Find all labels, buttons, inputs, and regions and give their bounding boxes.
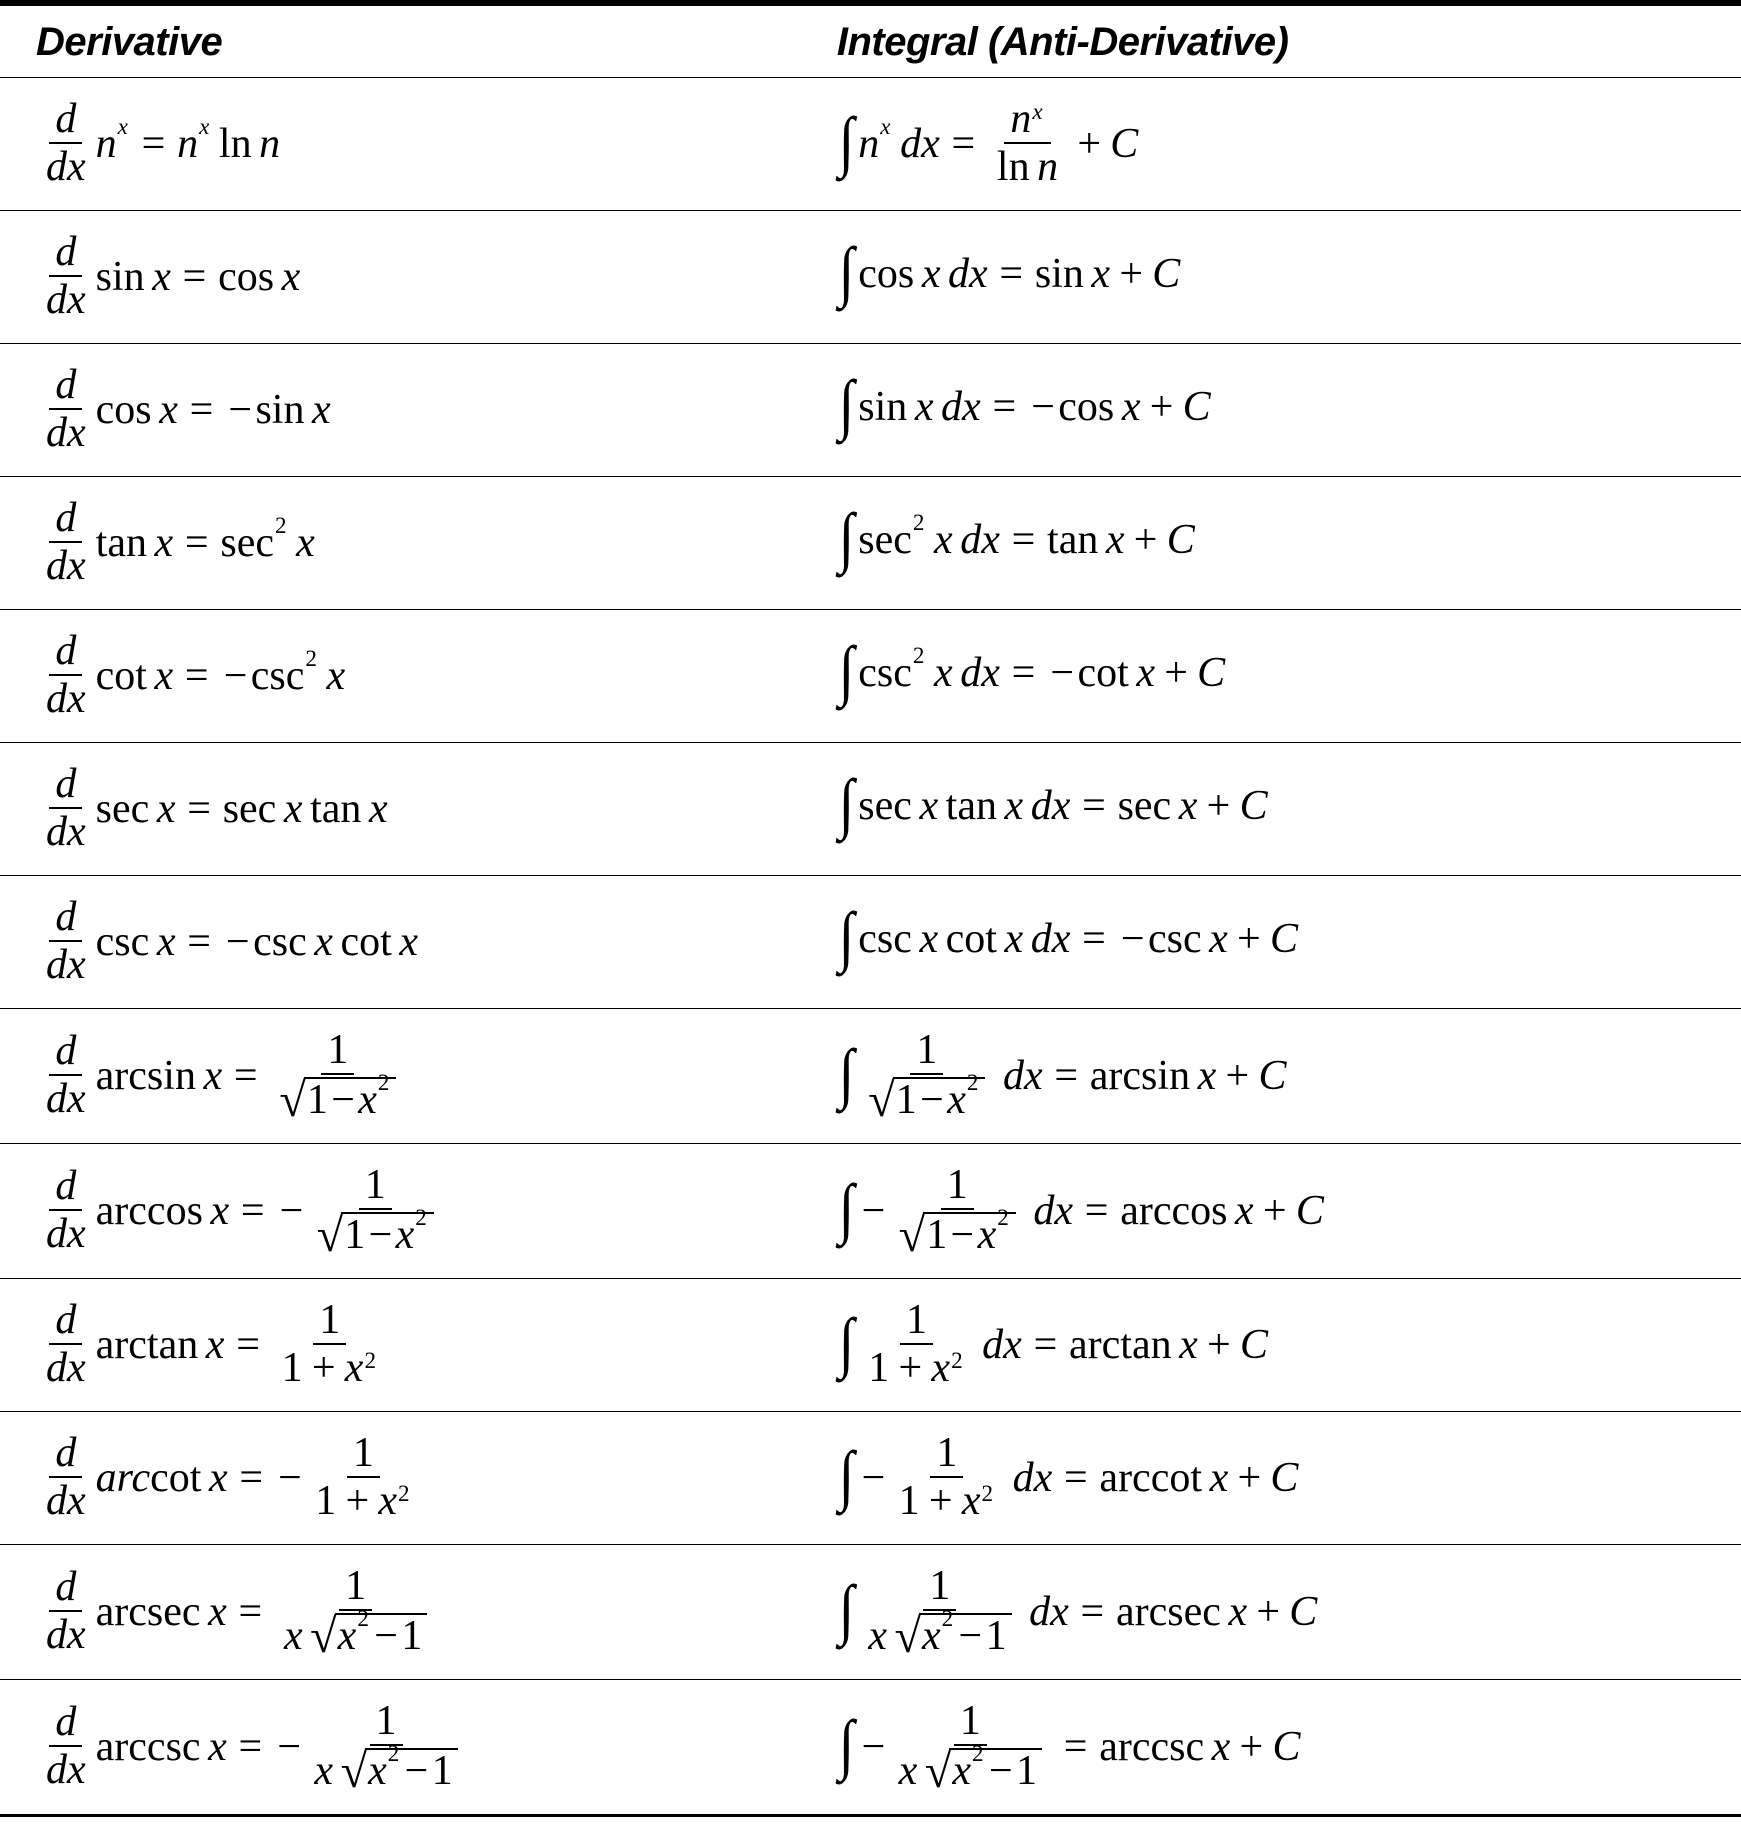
integral-cell: ∫ − 1 1+x2 dx = arccotx +C [801, 1412, 1741, 1545]
col-header-integral: Integral (Anti-Derivative) [801, 3, 1741, 78]
integral-cell: ∫ sinxdx = −cosx +C [801, 344, 1741, 477]
integral-cell: ∫ 1 1+x2 dx = arctanx +C [801, 1279, 1741, 1412]
table-row: ddx nx = nxlnn ∫ nxdx = nxlnn +C [0, 78, 1741, 211]
calculus-reference-table: Derivative Integral (Anti-Derivative) dd… [0, 0, 1741, 1817]
derivative-cell: ddx cotx = −csc2x [0, 610, 801, 743]
derivative-cell: ddx arcsecx = 1 x√x2−1 [0, 1545, 801, 1680]
derivative-cell: ddx arccscx = − 1 x√x2−1 [0, 1680, 801, 1816]
integral-cell: ∫ cosxdx = sinx +C [801, 211, 1741, 344]
derivative-cell: ddx tanx = sec2x [0, 477, 801, 610]
table-header-row: Derivative Integral (Anti-Derivative) [0, 3, 1741, 78]
derivative-cell: ddx cscx = −cscxcotx [0, 876, 801, 1009]
table-row: ddx arcsecx = 1 x√x2−1 ∫ 1 x√x2−1 dx [0, 1545, 1741, 1680]
derivative-cell: ddx nx = nxlnn [0, 78, 801, 211]
derivative-cell: ddx arccotx = − 1 1+x2 [0, 1412, 801, 1545]
integral-cell: ∫ − 1 x√x2−1 = arccscx +C [801, 1680, 1741, 1816]
table-row: ddx arctanx = 1 1+x2 ∫ 1 1+x2 dx [0, 1279, 1741, 1412]
derivative-cell: ddx arctanx = 1 1+x2 [0, 1279, 801, 1412]
table-row: ddx arccotx = − 1 1+x2 ∫ − 1 1+x2 [0, 1412, 1741, 1545]
integral-cell: ∫ − 1 √1−x2 dx = arccosx +C [801, 1144, 1741, 1279]
integral-cell: ∫ secxtanxdx = secx +C [801, 743, 1741, 876]
derivative-cell: ddx arcsinx = 1 √1−x2 [0, 1009, 801, 1144]
derivative-cell: ddx sinx = cosx [0, 211, 801, 344]
table-row: ddx cscx = −cscxcotx ∫ cscxcotxdx = −csc… [0, 876, 1741, 1009]
integral-cell: ∫ 1 √1−x2 dx = arcsinx +C [801, 1009, 1741, 1144]
table-row: ddx cosx = −sinx ∫ sinxdx = −cosx +C [0, 344, 1741, 477]
integral-cell: ∫ cscxcotxdx = −cscx +C [801, 876, 1741, 1009]
integral-cell: ∫ csc2xdx = −cotx +C [801, 610, 1741, 743]
derivative-cell: ddx cosx = −sinx [0, 344, 801, 477]
table-row: ddx arccosx = − 1 √1−x2 ∫ − 1 √1−x2 [0, 1144, 1741, 1279]
integral-cell: ∫ sec2xdx = tanx +C [801, 477, 1741, 610]
table-row: ddx cotx = −csc2x ∫ csc2xdx = −cotx +C [0, 610, 1741, 743]
derivative-cell: ddx secx = secxtanx [0, 743, 801, 876]
formula-table: Derivative Integral (Anti-Derivative) dd… [0, 0, 1741, 1817]
col-header-derivative: Derivative [0, 3, 801, 78]
table-row: ddx tanx = sec2x ∫ sec2xdx = tanx +C [0, 477, 1741, 610]
table-row: ddx arccscx = − 1 x√x2−1 ∫ − 1 x√x2−1 [0, 1680, 1741, 1816]
derivative-cell: ddx arccosx = − 1 √1−x2 [0, 1144, 801, 1279]
integral-cell: ∫ 1 x√x2−1 dx = arcsecx +C [801, 1545, 1741, 1680]
integral-cell: ∫ nxdx = nxlnn +C [801, 78, 1741, 211]
table-row: ddx sinx = cosx ∫ cosxdx = sinx +C [0, 211, 1741, 344]
table-row: ddx arcsinx = 1 √1−x2 ∫ 1 √1−x2 dx [0, 1009, 1741, 1144]
table-row: ddx secx = secxtanx ∫ secxtanxdx = secx … [0, 743, 1741, 876]
